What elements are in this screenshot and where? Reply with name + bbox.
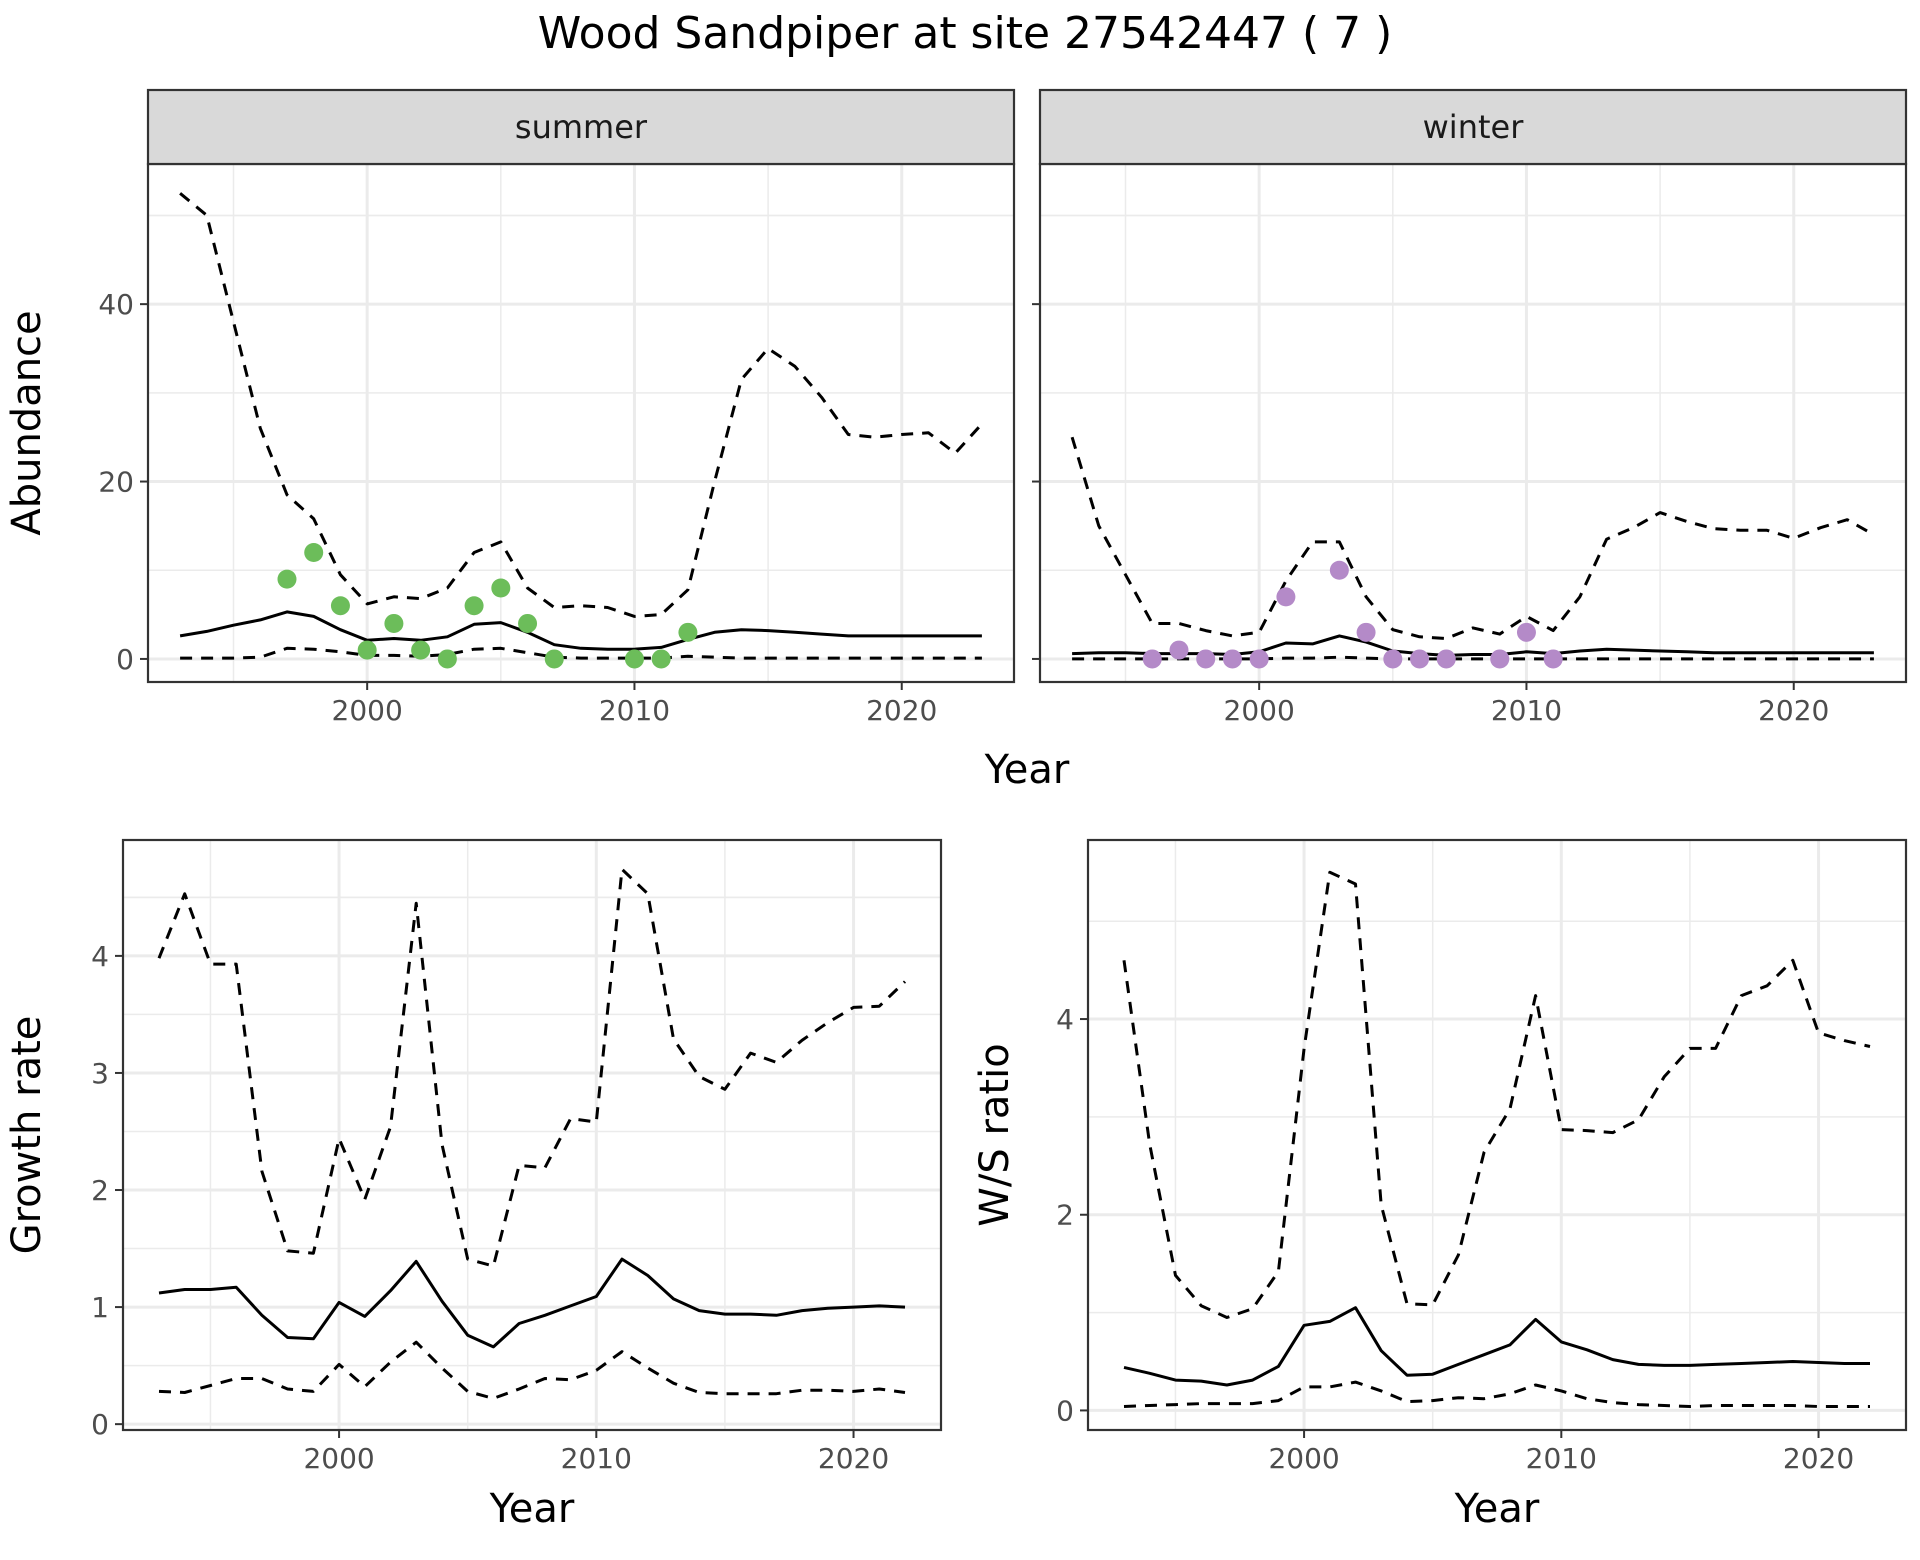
y-tick-label: 1 [91,1291,109,1324]
series-line-upper [179,192,984,618]
y-tick-label: 4 [1056,1003,1074,1036]
data-point-observed [330,596,350,616]
data-point-observed [1169,640,1189,660]
data-point-observed [1329,560,1349,580]
x-tick-label: 2010 [561,1442,632,1475]
x-axis-title: Year [489,1486,575,1532]
x-tick-label: 2000 [303,1442,374,1475]
facet-strip [146,88,1016,166]
data-point-observed [1276,587,1296,607]
series-line-estimate [158,1257,906,1349]
plot-background [123,840,941,1430]
data-point-observed [678,622,698,642]
y-tick-label: 4 [91,940,109,973]
data-point-observed [1543,649,1563,669]
data-point-observed [384,613,404,633]
data-point-observed [304,543,324,562]
y-tick-label: 0 [91,1408,109,1441]
y-tick-label: 0 [1056,1394,1074,1427]
data-point-observed [1356,622,1376,642]
series-line-lower [158,1340,906,1400]
data-point-observed [411,640,431,660]
data-point-observed [518,613,538,633]
x-tick-label: 2010 [599,694,670,727]
data-point-observed [1383,649,1403,669]
plot-background [148,164,1014,682]
y-axis-title: Growth rate [4,1016,50,1255]
data-point-observed [1222,649,1242,669]
facet-strip-label: summer [515,108,648,146]
x-axis-title: Year [1454,1486,1540,1532]
series-line-estimate [1123,1306,1870,1387]
data-point-observed [1196,649,1216,669]
y-tick-label: 0 [116,643,134,676]
figure-title: Wood Sandpiper at site 27542447 ( 7 ) [538,8,1393,59]
data-point-observed [651,649,671,669]
y-tick-label: 2 [1056,1199,1074,1232]
panel-border [1086,838,1908,1432]
series-line-upper [1122,870,1871,1319]
panel-ws_ratio: 2000 2010 2020 0 2 4 W/S ratio Year [972,838,1908,1532]
x-axis-title-shared: Year [984,747,1070,793]
facet-strip-label: winter [1423,108,1525,146]
panel-summer: summer 2000 2010 2020 0 20 40 Abundance [4,88,1016,727]
y-tick-label: 2 [91,1174,109,1207]
x-tick-label: 2010 [1491,694,1562,727]
x-tick-label: 2020 [818,1442,889,1475]
data-point-observed [1249,649,1269,669]
series-line-lower [1123,1380,1870,1408]
panel-winter: winter 2000 2010 2020 [1032,88,1908,727]
data-point-observed [491,578,511,598]
x-tick-label: 2010 [1526,1442,1597,1475]
y-tick-label: 40 [98,288,134,321]
data-point-observed [1436,649,1456,669]
series-line-lower [180,646,982,660]
y-axis-title: W/S ratio [972,1043,1018,1226]
x-tick-label: 2020 [1758,694,1829,727]
x-tick-label: 2020 [866,694,937,727]
plot-background [1088,840,1906,1430]
plot-background [1040,164,1906,682]
data-point-observed [437,649,457,669]
data-point-observed [277,569,297,589]
series-line-estimate [179,610,982,651]
series-line-upper [157,867,907,1268]
x-tick-label: 2020 [1783,1442,1854,1475]
panel-growth: 2000 2010 2020 0 1 2 3 4 Growth rate Year [4,838,943,1532]
data-point-observed [544,649,564,669]
x-tick-label: 2000 [332,694,403,727]
data-point-observed [1410,649,1430,669]
y-axis-title: Abundance [4,310,50,535]
x-tick-label: 2000 [1268,1442,1339,1475]
data-point-observed [1142,649,1162,669]
y-tick-label: 20 [98,466,134,499]
data-point-observed [624,649,644,669]
series-line-upper [1070,436,1875,640]
x-tick-label: 2000 [1224,694,1295,727]
data-point-observed [357,640,377,660]
data-point-observed [1516,622,1536,642]
panel-border [121,838,943,1432]
facet-strip [1038,88,1908,166]
y-tick-label: 3 [91,1057,109,1090]
data-point-observed [1490,649,1510,669]
data-point-observed [464,596,484,616]
